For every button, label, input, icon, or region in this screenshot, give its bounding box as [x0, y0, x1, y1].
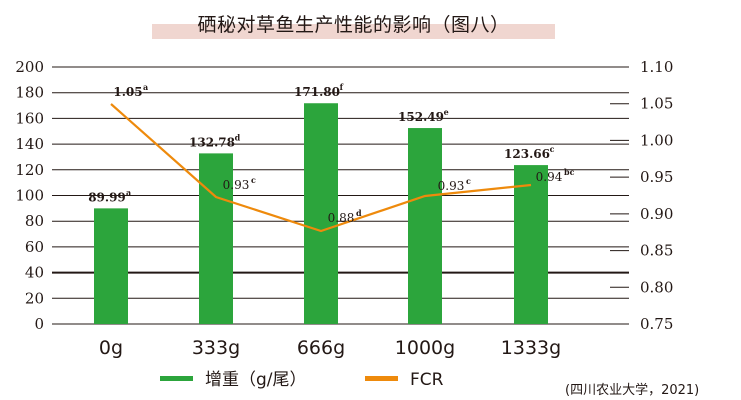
right-axis-tick: 1.00 — [640, 131, 673, 149]
left-axis-tick: 100 — [15, 187, 44, 205]
bar-weight-gain — [94, 208, 128, 324]
fcr-value-superscript: d — [356, 208, 362, 218]
bar-weight-gain — [304, 103, 338, 324]
x-axis-label: 1000g — [395, 337, 455, 359]
bar-weight-gain — [514, 165, 548, 324]
bar-value-label: 123.66 — [504, 147, 550, 161]
bar-weight-gain — [199, 153, 233, 324]
right-axis-tick: 0.75 — [640, 315, 673, 333]
bar-value-superscript: f — [340, 82, 344, 92]
bar-value-label: 152.49 — [398, 110, 444, 124]
right-axis-tick: 0.90 — [640, 205, 673, 223]
left-axis-tick: 40 — [25, 264, 44, 282]
fcr-value-label: 1.05 — [113, 85, 142, 99]
chart-title: 硒秘对草鱼生产性能的影响（图八） — [197, 14, 510, 36]
source-note: (四川农业大学，2021) — [565, 382, 699, 398]
x-axis-label: 666g — [297, 337, 345, 359]
legend-label-fcr: FCR — [410, 370, 444, 390]
title-band — [152, 24, 555, 39]
x-axis-label: 333g — [192, 337, 240, 359]
legend-swatch-fcr — [365, 376, 398, 381]
fcr-value-superscript: a — [143, 82, 148, 92]
right-axis-tick: 0.80 — [640, 278, 673, 296]
bar-value-label: 171.80 — [294, 85, 340, 99]
bar-weight-gain — [408, 128, 442, 324]
right-axis-tick: 0.85 — [640, 242, 673, 260]
left-axis-tick: 140 — [15, 135, 44, 153]
fcr-value-label: 0.93 — [438, 179, 465, 193]
legend-swatch-weight-gain — [160, 376, 193, 381]
bar-value-superscript: e — [444, 107, 449, 117]
fcr-line — [110, 103, 532, 233]
bar-value-superscript: a — [126, 187, 131, 197]
left-axis-tick: 120 — [15, 161, 44, 179]
bar-value-superscript: c — [550, 144, 555, 154]
right-axis-tick: 1.10 — [640, 58, 673, 76]
x-axis-label: 1333g — [501, 337, 561, 359]
left-axis-tick: 180 — [15, 84, 44, 102]
left-axis-tick: 20 — [25, 289, 44, 307]
right-axis-tick: 0.95 — [640, 168, 673, 186]
fcr-value-label: 0.94 — [536, 170, 563, 184]
fcr-value-superscript: c — [251, 175, 256, 185]
fcr-value-superscript: bc — [564, 167, 575, 177]
x-axis-label: 0g — [99, 337, 123, 359]
left-axis-tick: 200 — [15, 58, 44, 76]
right-axis-tick: 1.05 — [640, 95, 673, 113]
fcr-value-superscript: c — [466, 176, 471, 186]
left-axis-tick: 60 — [25, 238, 44, 256]
bar-value-label: 89.99 — [88, 190, 126, 204]
left-axis-tick: 160 — [15, 109, 44, 127]
fcr-value-label: 0.93 — [223, 178, 250, 192]
left-axis-tick: 0 — [34, 315, 44, 333]
legend-label-weight-gain: 增重（g/尾） — [205, 370, 307, 390]
bar-value-label: 132.78 — [189, 135, 235, 149]
fcr-value-label: 0.88 — [328, 211, 355, 225]
bar-value-superscript: d — [235, 132, 241, 142]
left-axis-tick: 80 — [25, 212, 44, 230]
